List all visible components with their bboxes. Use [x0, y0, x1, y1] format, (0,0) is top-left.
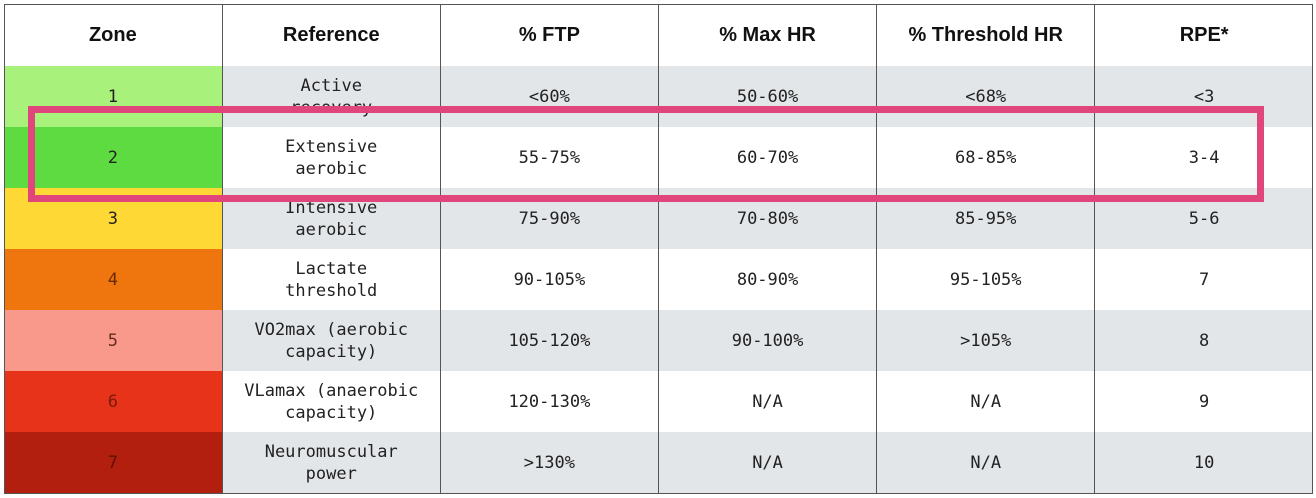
table-cell: 55-75%	[440, 127, 659, 188]
header-cell: % Threshold HR	[876, 4, 1096, 66]
table-cell: 75-90%	[440, 188, 659, 249]
table-cell: 90-105%	[440, 249, 659, 310]
table-cell: 3-4	[1094, 127, 1313, 188]
table-cell: N/A	[876, 432, 1096, 493]
table-body: 1 Active recovery <60% 50-60% <68% <3 2 Extensi…	[4, 66, 1313, 493]
table-row: 3 Intensive aerobic 75-90% 70-80% 85-95% 5-6	[4, 188, 1313, 249]
zone-cell: 6	[4, 371, 223, 432]
table-row: 4 Lactate threshold 90-105% 80-90% 95-105% 7	[4, 249, 1313, 310]
table-cell: 70-80%	[658, 188, 878, 249]
table-cell: <68%	[876, 66, 1096, 127]
zone-table: Zone Reference% FTP% Max HR% Threshold HR…	[4, 4, 1313, 493]
table-cell: 85-95%	[876, 188, 1096, 249]
table-cell: Extensive aerobic	[222, 127, 441, 188]
table-cell: Intensive aerobic	[222, 188, 441, 249]
table-cell: 80-90%	[658, 249, 878, 310]
table-cell: Active recovery	[222, 66, 441, 127]
table-cell: <60%	[440, 66, 659, 127]
zone-cell: 3	[4, 188, 223, 249]
table-row: 2 Extensive aerobic 55-75% 60-70% 68-85% 3-4	[4, 127, 1313, 188]
table-cell: 8	[1094, 310, 1313, 371]
table-cell: >105%	[876, 310, 1096, 371]
header-cell: % Max HR	[658, 4, 878, 66]
table-cell: 10	[1094, 432, 1313, 493]
table-cell: 90-100%	[658, 310, 878, 371]
table-cell: N/A	[876, 371, 1096, 432]
table-cell: Lactate threshold	[222, 249, 441, 310]
table-cell: 105-120%	[440, 310, 659, 371]
header-cell: RPE*	[1094, 4, 1313, 66]
zone-cell: 5	[4, 310, 223, 371]
zone-cell: 1	[4, 66, 223, 127]
table-cell: 120-130%	[440, 371, 659, 432]
table-row: 5 VO2max (aerobic capacity) 105-120% 90-100…	[4, 310, 1313, 371]
table-cell: Neuromuscular power	[222, 432, 441, 493]
table-cell: N/A	[658, 432, 878, 493]
table-cell: 68-85%	[876, 127, 1096, 188]
header-cell: Reference	[222, 4, 441, 66]
zone-cell: 7	[4, 432, 223, 493]
table-cell: 5-6	[1094, 188, 1313, 249]
zone-cell: 2	[4, 127, 223, 188]
table-cell: N/A	[658, 371, 878, 432]
header-cell: % FTP	[440, 4, 659, 66]
table-cell: <3	[1094, 66, 1313, 127]
header-cell: Zone	[4, 4, 223, 66]
table-cell: 50-60%	[658, 66, 878, 127]
table-row: 6 VLamax (anaerobic capacity) 120-130% N/A N…	[4, 371, 1313, 432]
table-cell: VO2max (aerobic capacity)	[222, 310, 441, 371]
table-container: Zone Reference% FTP% Max HR% Threshold HR…	[4, 4, 1313, 494]
table-cell: 7	[1094, 249, 1313, 310]
table-cell: VLamax (anaerobic capacity)	[222, 371, 441, 432]
table-cell: 95-105%	[876, 249, 1096, 310]
table-row: 7 Neuromuscular power >130% N/A N/A 10	[4, 432, 1313, 493]
zone-cell: 4	[4, 249, 223, 310]
table-cell: >130%	[440, 432, 659, 493]
header-row: Zone Reference% FTP% Max HR% Threshold HR…	[4, 4, 1313, 66]
table-cell: 60-70%	[658, 127, 878, 188]
table-cell: 9	[1094, 371, 1313, 432]
table-row: 1 Active recovery <60% 50-60% <68% <3	[4, 66, 1313, 127]
